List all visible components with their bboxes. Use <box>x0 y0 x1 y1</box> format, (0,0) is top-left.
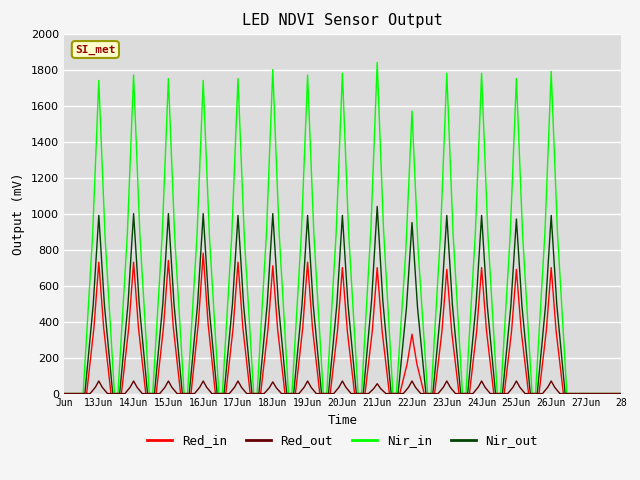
Y-axis label: Output (mV): Output (mV) <box>12 172 26 255</box>
X-axis label: Time: Time <box>328 414 357 427</box>
Legend: Red_in, Red_out, Nir_in, Nir_out: Red_in, Red_out, Nir_in, Nir_out <box>142 429 543 452</box>
Text: SI_met: SI_met <box>75 44 116 55</box>
Title: LED NDVI Sensor Output: LED NDVI Sensor Output <box>242 13 443 28</box>
